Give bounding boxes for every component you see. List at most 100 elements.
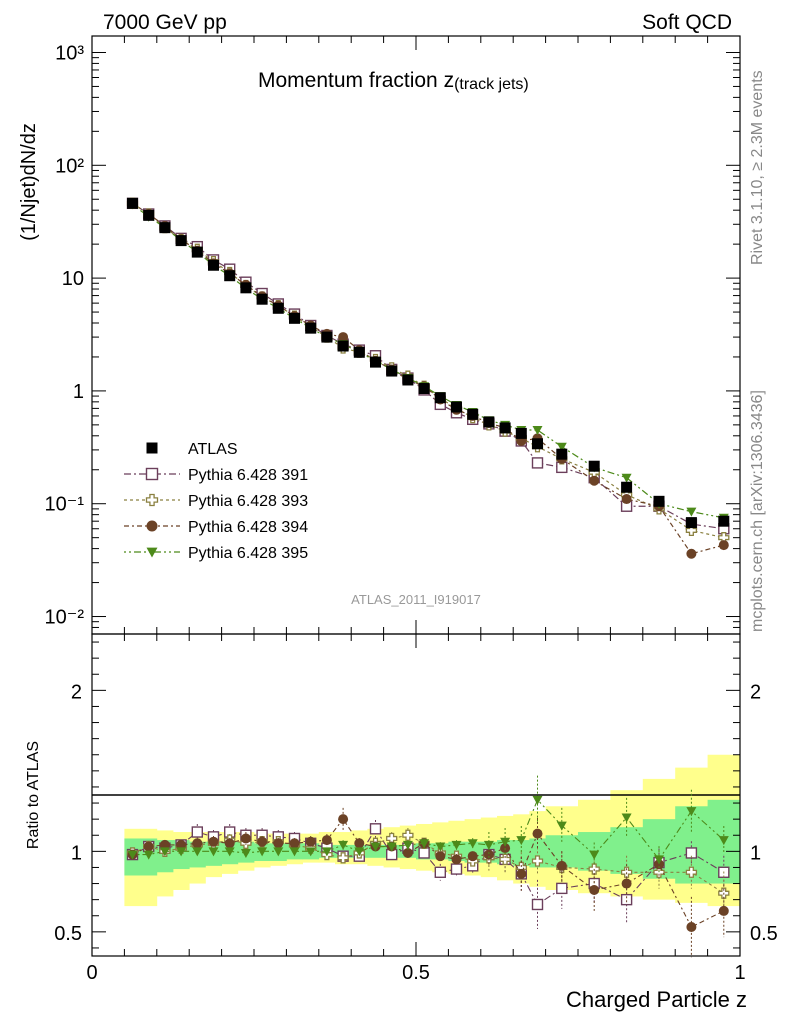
ratio-point xyxy=(289,847,300,857)
ratio-y-tick-label-right: 2 xyxy=(750,681,761,703)
ratio-y-tick-label: 0.5 xyxy=(54,923,82,945)
ratio-point xyxy=(192,847,203,857)
ratio-point xyxy=(435,842,446,852)
ratio-point xyxy=(718,905,729,916)
main-series-atlas xyxy=(127,197,730,529)
main-point xyxy=(685,524,698,537)
main-point xyxy=(531,457,544,469)
main-title: Momentum fraction z(track jets) xyxy=(258,69,529,93)
main-data-layer xyxy=(126,197,730,559)
main-point xyxy=(499,422,511,434)
main-point xyxy=(685,517,697,529)
ratio-point xyxy=(386,842,397,852)
ratio-point xyxy=(402,829,414,841)
ratio-point xyxy=(305,836,316,847)
legend-label: Pythia 6.428 395 xyxy=(188,545,308,562)
ratio-point xyxy=(467,839,478,849)
main-point xyxy=(718,540,729,551)
ratio-point xyxy=(686,922,697,933)
x-tick-label: 1 xyxy=(734,962,745,984)
ratio-series-line xyxy=(132,798,725,861)
legend-item: Pythia 6.428 394 xyxy=(124,519,308,536)
ratio-series-pythia-6-428-395 xyxy=(127,775,729,873)
main-point xyxy=(289,312,300,324)
ratio-point xyxy=(621,813,632,823)
ratio-point xyxy=(653,866,665,878)
ratio-point xyxy=(654,855,664,865)
main-point xyxy=(321,331,333,343)
main-point xyxy=(337,340,349,352)
main-point xyxy=(589,475,600,486)
ratio-point xyxy=(192,838,203,849)
ratio-point xyxy=(240,833,251,844)
main-y-axis: 1 10 10² 10³ 10⁻² 10⁻¹ xyxy=(45,42,740,635)
legend-item: Pythia 6.428 393 xyxy=(124,493,308,510)
main-series-line xyxy=(132,202,724,539)
ratio-point xyxy=(556,860,567,871)
ratio-point xyxy=(337,852,349,864)
main-point xyxy=(143,209,155,221)
ratio-point xyxy=(208,847,219,857)
ratio-point xyxy=(620,893,633,906)
legend: ATLAS Pythia 6.428 391 Pythia 6.428 393 Pyt… xyxy=(124,441,308,562)
y-tick-label: 10⁻¹ xyxy=(45,494,85,516)
main-point xyxy=(418,383,430,395)
ratio-point xyxy=(450,863,463,875)
ratio-axes: 0.5 0.51 12 20 0.5 1 xyxy=(54,634,778,984)
ratio-point xyxy=(434,866,446,878)
y-tick-label: 10⁻² xyxy=(45,607,85,629)
side-label-mcplots: mcplots.cern.ch [arXiv:1306.3436] xyxy=(749,390,766,632)
main-point xyxy=(532,426,543,436)
x-axis-label: Charged Particle z xyxy=(566,987,747,1012)
x-tick-label: 0 xyxy=(86,962,97,984)
main-point xyxy=(127,197,138,209)
ratio-point xyxy=(257,836,268,847)
ratio-point xyxy=(532,828,543,839)
main-point xyxy=(370,356,381,368)
main-point xyxy=(686,548,697,559)
ratio-point xyxy=(556,821,567,831)
ratio-plot-panel: 0.5 0.51 12 20 0.5 1 Ratio to ATLAS Charged P… xyxy=(25,633,778,1012)
ratio-point xyxy=(500,837,511,847)
main-point xyxy=(402,374,414,386)
ratio-point xyxy=(419,839,430,849)
main-y-axis-label: (1/Njet)dN/dz xyxy=(18,123,40,241)
ratio-point xyxy=(338,814,349,825)
ratio-point xyxy=(516,868,527,879)
ratio-point xyxy=(467,851,478,862)
main-point xyxy=(305,322,317,334)
main-point xyxy=(556,448,568,460)
header-right: Soft QCD xyxy=(642,11,732,34)
ratio-point xyxy=(531,855,544,867)
ratio-point xyxy=(589,884,600,895)
ratio-y-tick-label: 1 xyxy=(71,842,82,864)
main-point xyxy=(175,235,187,247)
main-point xyxy=(353,346,365,358)
legend-label: Pythia 6.428 393 xyxy=(188,493,308,510)
ratio-point xyxy=(273,838,284,849)
main-point xyxy=(532,438,543,450)
ratio-y-tick-label: 2 xyxy=(71,681,82,703)
ratio-point xyxy=(483,849,494,860)
ratio-point xyxy=(402,847,413,858)
ratio-data-layer xyxy=(126,775,730,958)
y-tick-label: 10² xyxy=(55,155,84,177)
main-point xyxy=(338,332,349,343)
ratio-point xyxy=(516,836,527,846)
ratio-point xyxy=(532,795,543,805)
main-point xyxy=(386,365,398,377)
legend-item: ATLAS xyxy=(146,441,238,458)
ratio-y-tick-label-right: 1 xyxy=(750,842,761,864)
ratio-point xyxy=(499,853,511,866)
ratio-point xyxy=(289,838,300,849)
legend-item: Pythia 6.428 391 xyxy=(124,467,308,484)
ratio-point xyxy=(556,882,568,895)
ratio-point xyxy=(143,850,154,860)
ratio-point xyxy=(127,850,138,860)
ratio-point xyxy=(257,847,268,857)
main-point xyxy=(256,293,268,305)
ratio-point xyxy=(718,836,729,846)
legend-item: Pythia 6.428 395 xyxy=(124,545,308,562)
ratio-point xyxy=(451,840,462,850)
